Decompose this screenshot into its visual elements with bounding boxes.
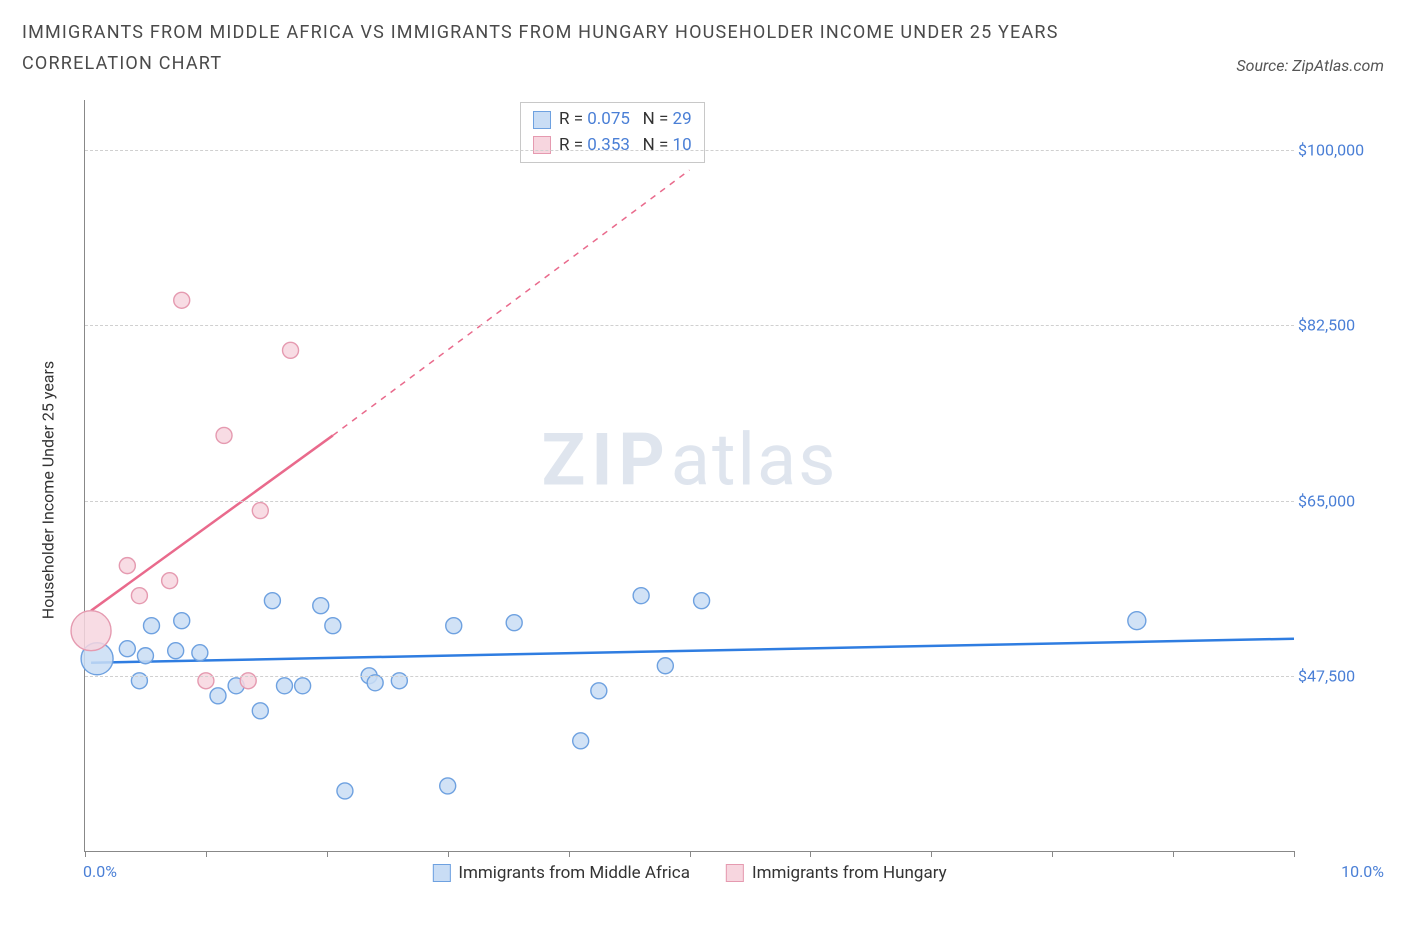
x-tick [931, 851, 932, 857]
x-tick [569, 851, 570, 857]
series-swatch [533, 111, 551, 129]
y-tick-label: $47,500 [1298, 666, 1382, 685]
x-tick [85, 851, 86, 857]
gridline [85, 501, 1294, 502]
x-tick [1294, 851, 1295, 857]
correlation-stat-box: R = 0.075 N = 29R = 0.353 N = 10 [520, 102, 705, 163]
y-axis-label: Householder Income Under 25 years [39, 490, 58, 748]
chart-wrap: IMMIGRANTS FROM MIDDLE AFRICA VS IMMIGRA… [0, 0, 1406, 930]
y-tick-label: $100,000 [1298, 141, 1382, 160]
legend-swatch [726, 864, 744, 882]
x-axis-label-left: 0.0% [83, 862, 117, 881]
gridline [85, 325, 1294, 326]
x-tick [810, 851, 811, 857]
stat-row: R = 0.353 N = 10 [533, 133, 692, 159]
stat-text: R = 0.075 N = 29 [559, 107, 692, 133]
x-tick [206, 851, 207, 857]
legend: Immigrants from Middle Africa Immigrants … [432, 863, 946, 883]
chart-title: IMMIGRANTS FROM MIDDLE AFRICA VS IMMIGRA… [22, 18, 1132, 79]
x-tick [1052, 851, 1053, 857]
legend-item: Immigrants from Hungary [726, 863, 947, 883]
header: IMMIGRANTS FROM MIDDLE AFRICA VS IMMIGRA… [0, 0, 1406, 87]
y-tick-label: $65,000 [1298, 491, 1382, 510]
series-swatch [533, 136, 551, 154]
x-tick [327, 851, 328, 857]
legend-label: Immigrants from Hungary [752, 863, 947, 883]
stat-text: R = 0.353 N = 10 [559, 133, 692, 159]
gridline [85, 150, 1294, 151]
legend-item: Immigrants from Middle Africa [432, 863, 690, 883]
y-tick-label: $82,500 [1298, 316, 1382, 335]
x-axis-label-right: 10.0% [1341, 862, 1384, 881]
x-tick [448, 851, 449, 857]
x-tick [690, 851, 691, 857]
chart-area: Householder Income Under 25 years ZIPatl… [48, 100, 1384, 880]
plot-area: ZIPatlas R = 0.075 N = 29R = 0.353 N = 1… [84, 100, 1294, 852]
legend-label: Immigrants from Middle Africa [458, 863, 690, 883]
gridline [85, 676, 1294, 677]
stat-row: R = 0.075 N = 29 [533, 107, 692, 133]
x-tick [1173, 851, 1174, 857]
legend-swatch [432, 864, 450, 882]
chart-svg [85, 100, 1294, 851]
source-label: Source: ZipAtlas.com [1236, 56, 1384, 75]
